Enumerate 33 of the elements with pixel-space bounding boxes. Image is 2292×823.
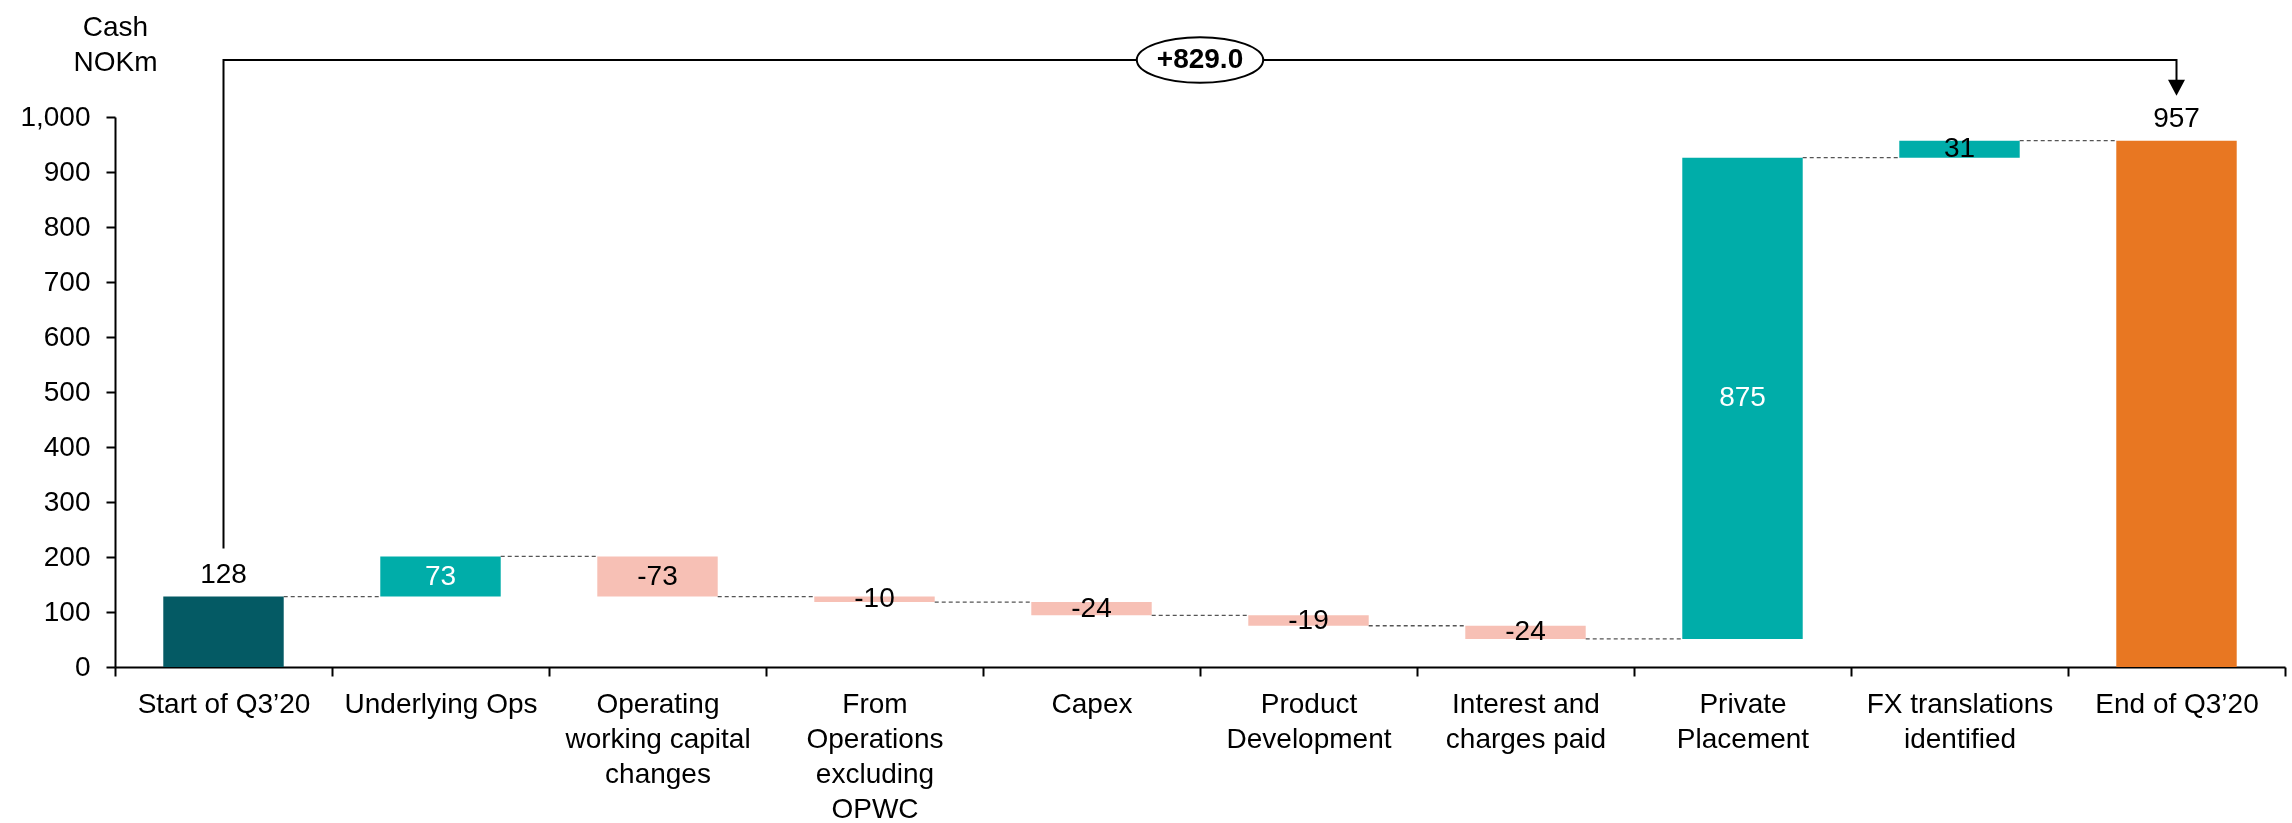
data-label: 957 xyxy=(2153,101,2200,133)
y-tick-label: 0 xyxy=(74,650,91,682)
x-tick-label: From Operations excluding OPWC xyxy=(806,687,944,823)
y-tick-label: 200 xyxy=(43,540,91,572)
x-tick-label: Start of Q3’20 xyxy=(137,687,311,719)
y-tick-label: 1,000 xyxy=(20,100,91,132)
data-label: -24 xyxy=(1071,591,1112,623)
text: +829.0 xyxy=(1156,43,1244,74)
y-tick-label: 500 xyxy=(43,375,91,407)
x-tick-label: Interest and charges paid xyxy=(1445,687,1607,754)
x-tick-label: End of Q3’20 xyxy=(2095,687,2259,719)
y-tick-label: 400 xyxy=(43,430,91,462)
x-tick-label: Capex xyxy=(1051,687,1133,719)
x-tick-label: Private Placement xyxy=(1676,687,1810,754)
y-tick-label: 900 xyxy=(43,155,91,187)
y-tick-label: 600 xyxy=(43,320,91,352)
y-tick-label: 800 xyxy=(43,210,91,242)
data-label: -24 xyxy=(1505,615,1546,647)
x-tick-label: Operating working capital changes xyxy=(564,687,751,789)
data-label: -19 xyxy=(1288,603,1329,635)
x-tick-label: Underlying Ops xyxy=(344,687,538,719)
data-label: -73 xyxy=(637,559,678,591)
x-tick-label: Product Development xyxy=(1226,687,1392,754)
y-tick-label: 700 xyxy=(43,265,91,297)
x-tick-label: FX translations identified xyxy=(1866,687,2054,754)
y-axis-title: Cash NOKm xyxy=(73,10,158,77)
data-label: -10 xyxy=(854,582,895,614)
data-label: 875 xyxy=(1719,381,1766,413)
data-label: 128 xyxy=(200,557,247,589)
y-tick-label: 300 xyxy=(43,485,91,517)
data-label: 31 xyxy=(1943,132,1976,164)
y-tick-label: 100 xyxy=(43,595,91,627)
data-label: 73 xyxy=(424,559,457,591)
